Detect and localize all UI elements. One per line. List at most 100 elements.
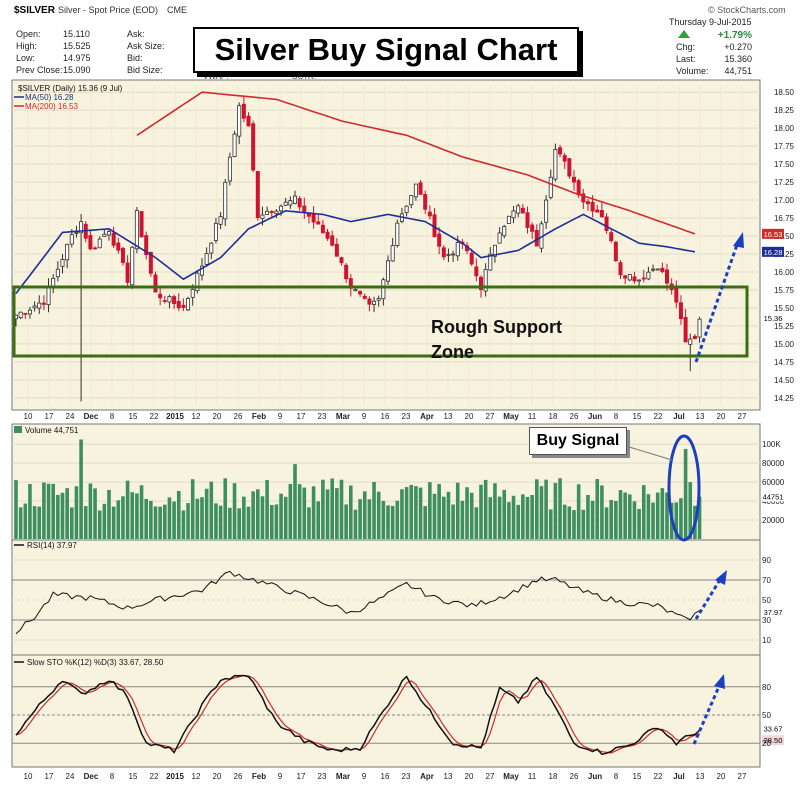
price-candle (423, 190, 428, 215)
volume-bar (618, 490, 623, 539)
volume-bar (279, 493, 283, 539)
price-candle (446, 248, 451, 262)
volume-bar (88, 483, 93, 539)
volume-bar (70, 507, 74, 539)
price-candle (418, 180, 423, 195)
volume-bar (195, 498, 200, 539)
rsi-y-tick: 70 (762, 576, 771, 585)
chg-value: +0.270 (724, 42, 752, 52)
volume-bar (204, 488, 209, 539)
price-candle (209, 242, 214, 260)
price-candle (227, 152, 232, 186)
price-candle (585, 199, 590, 211)
price-candle (641, 269, 646, 283)
x-tick-top: 2015 (166, 412, 184, 421)
x-tick-bottom: 9 (278, 772, 283, 781)
volume-y-tick: 20000 (762, 516, 785, 525)
price-y-tick: 17.75 (774, 142, 795, 151)
volume-bar (163, 504, 167, 539)
volume-bar (655, 492, 660, 539)
volume-bar (74, 486, 79, 539)
price-candle (376, 295, 381, 307)
price-candle (237, 102, 242, 145)
volume-bar (404, 487, 409, 539)
price-candle (111, 226, 116, 248)
rsi-y-tick: 30 (762, 616, 771, 625)
x-tick-bottom: 15 (633, 772, 642, 781)
x-tick-bottom: 20 (213, 772, 222, 781)
volume-bar (469, 492, 474, 539)
price-y-tick: 16.25 (774, 250, 795, 259)
volume-bar (428, 482, 432, 539)
price-candle (18, 311, 23, 320)
volume-bar (232, 483, 237, 539)
x-tick-bottom: 8 (110, 772, 115, 781)
price-candle (41, 295, 46, 311)
volume-bar (688, 482, 693, 539)
volume-y-tick: 80000 (762, 459, 785, 468)
volume-bar (576, 484, 581, 539)
sto-y-tick: 20 (762, 739, 771, 748)
volume-bar (200, 497, 204, 539)
volume-bar (418, 487, 423, 539)
sto-legend: Slow STO %K(12) %D(3) 33.67, 28.50 (27, 658, 164, 667)
price-candle (55, 261, 60, 282)
price-candle (60, 253, 65, 274)
price-y-tick: 17.00 (774, 196, 795, 205)
price-candle (469, 248, 474, 267)
price-candle (65, 243, 70, 269)
volume-bar (42, 482, 46, 539)
volume-bar (442, 496, 446, 539)
price-y-tick: 14.25 (774, 394, 795, 403)
chart-title-annotation: Silver Buy Signal Chart (193, 27, 579, 73)
ma50-price-tag: 16.28 (764, 248, 783, 257)
volume-bar (23, 503, 28, 539)
volume-bar (181, 510, 186, 539)
volume-bar (214, 503, 218, 539)
volume-bar (376, 491, 381, 539)
price-candle (483, 263, 488, 297)
x-tick-top: 15 (129, 412, 138, 421)
volume-bar (297, 484, 302, 539)
x-tick-top: 22 (150, 412, 159, 421)
price-candle (525, 206, 530, 234)
volume-legend: Volume 44,751 (25, 426, 79, 435)
x-tick-bottom: Jun (588, 772, 602, 781)
low-label: Low: (16, 53, 35, 63)
x-tick-top: 13 (696, 412, 705, 421)
volume-bar (479, 484, 483, 539)
price-candle (107, 230, 112, 241)
price-up-arrow (694, 232, 744, 363)
price-candle (320, 219, 325, 234)
volume-bar (651, 502, 655, 539)
rsi-last-tag-bg (762, 607, 784, 618)
volume-bar (130, 492, 135, 539)
x-tick-top: 26 (570, 412, 579, 421)
volume-bar (228, 507, 232, 539)
volume-bar (548, 509, 553, 539)
price-candle (195, 270, 200, 294)
up-arrow-icon (678, 30, 690, 38)
volume-label: Volume: (676, 66, 709, 76)
price-candle (139, 211, 144, 238)
x-tick-bottom: 2015 (166, 772, 184, 781)
price-candle (558, 144, 563, 158)
rsi-legend: RSI(14) 37.97 (27, 541, 77, 550)
price-y-tick: 17.50 (774, 160, 795, 169)
price-candle (102, 229, 107, 237)
price-candle (544, 195, 549, 229)
volume-bar (697, 496, 702, 539)
volume-bar (660, 488, 665, 539)
price-candle (385, 255, 390, 285)
volume-bar (414, 486, 418, 539)
volume-bar (507, 502, 511, 539)
price-candle (283, 197, 288, 207)
high-value: 15.525 (63, 41, 91, 51)
x-tick-top: 26 (234, 412, 243, 421)
sto-y-tick: 50 (762, 711, 771, 720)
x-tick-top: Jun (588, 412, 602, 421)
sto-k-line (15, 674, 701, 756)
price-candle (23, 312, 28, 319)
volume-bar (223, 478, 228, 539)
volume-bar (246, 506, 251, 539)
